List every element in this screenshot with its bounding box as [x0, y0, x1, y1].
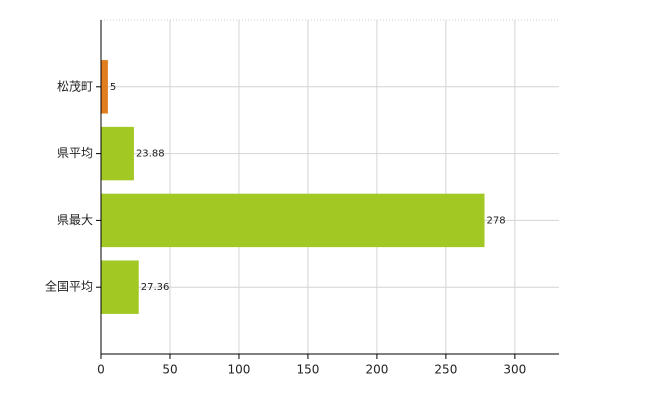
- y-tick-label: 県最大: [57, 213, 93, 227]
- bar: [101, 126, 134, 181]
- x-tick-label: 100: [227, 363, 250, 377]
- y-tick-label: 全国平均: [45, 279, 93, 294]
- value-label: 23.88: [136, 149, 165, 160]
- value-label: 27.36: [141, 282, 170, 293]
- bar: [101, 193, 485, 248]
- value-label: 278: [487, 215, 506, 226]
- y-tick-label: 県平均: [57, 146, 93, 160]
- x-tick-label: 0: [97, 363, 105, 377]
- x-tick-label: 50: [162, 363, 177, 377]
- value-label: 5: [110, 82, 116, 93]
- bar: [101, 260, 139, 314]
- x-tick-label: 250: [434, 363, 457, 377]
- y-tick-label: 松茂町: [57, 79, 93, 93]
- x-tick-label: 200: [365, 363, 388, 377]
- x-tick-label: 150: [296, 363, 319, 377]
- bar: [101, 60, 108, 114]
- x-tick-label: 300: [503, 363, 526, 377]
